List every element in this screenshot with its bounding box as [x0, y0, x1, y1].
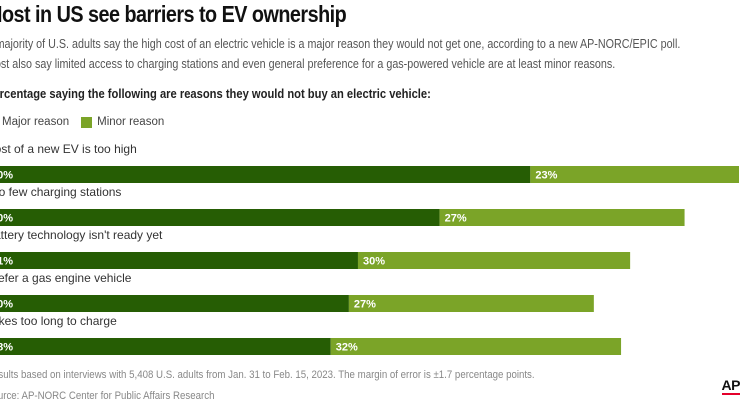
chart-notes: Results based on interviews with 5,408 U…: [0, 365, 535, 407]
data-label-minor: 27%: [354, 299, 376, 311]
data-label-minor: 32%: [336, 342, 358, 354]
bar-major: [0, 209, 440, 226]
source-note: Source: AP-NORC Center for Public Affair…: [0, 390, 215, 402]
data-label-major: 41%: [0, 256, 13, 268]
chart-subtitle: A majority of U.S. adults say the high c…: [0, 34, 743, 74]
legend-label-major: Major reason: [2, 116, 70, 128]
category-label: Cost of a new EV is too high: [0, 142, 137, 156]
data-label-minor: 23%: [535, 170, 557, 182]
bar-chart: Cost of a new EV is too high 60% 23% Too fe…: [0, 142, 739, 355]
data-label-major: 38%: [0, 342, 13, 354]
bar-major: [0, 295, 349, 312]
legend-label-minor: Minor reason: [97, 116, 165, 128]
bar-major: [0, 252, 358, 269]
legend-item-major: Major reason: [0, 116, 69, 128]
category-label: Prefer a gas engine vehicle: [0, 271, 132, 285]
data-label-major: 50%: [0, 213, 13, 225]
bar-minor: [348, 295, 594, 312]
category-label: Takes too long to charge: [0, 314, 117, 328]
data-label-major: 40%: [0, 299, 13, 311]
bar-row: Takes too long to charge 38% 32%: [0, 314, 622, 355]
bar-major: [0, 166, 531, 183]
bar-major: [0, 338, 331, 355]
chart-title: Most in US see barriers to EV ownership: [0, 1, 347, 27]
subtitle-line-2: Most also say limited access to charging…: [0, 57, 616, 71]
bar-row: Cost of a new EV is too high 60% 23%: [0, 142, 739, 183]
data-label-minor: 27%: [445, 213, 467, 225]
data-label-major: 60%: [0, 170, 13, 182]
legend: Major reason Minor reason: [0, 115, 176, 129]
data-label-minor: 30%: [363, 256, 385, 268]
category-label: Too few charging stations: [0, 185, 121, 199]
legend-item-minor: Minor reason: [81, 116, 164, 128]
bar-minor: [330, 338, 622, 355]
chart-subhead: Percentage saying the following are reas…: [0, 86, 431, 101]
ap-logo: AP: [721, 377, 741, 395]
legend-swatch-minor: [81, 116, 93, 128]
bar-minor: [439, 209, 685, 226]
method-note: Results based on interviews with 5,408 U…: [0, 369, 535, 381]
bar-row: Prefer a gas engine vehicle 40% 27%: [0, 271, 594, 312]
bar-minor: [530, 166, 739, 183]
category-label: Battery technology isn't ready yet: [0, 228, 163, 242]
bar-minor: [357, 252, 631, 269]
bar-row: Battery technology isn't ready yet 41% 30%: [0, 228, 631, 269]
bar-row: Too few charging stations 50% 27%: [0, 185, 685, 226]
subtitle-line-1: A majority of U.S. adults say the high c…: [0, 37, 681, 51]
